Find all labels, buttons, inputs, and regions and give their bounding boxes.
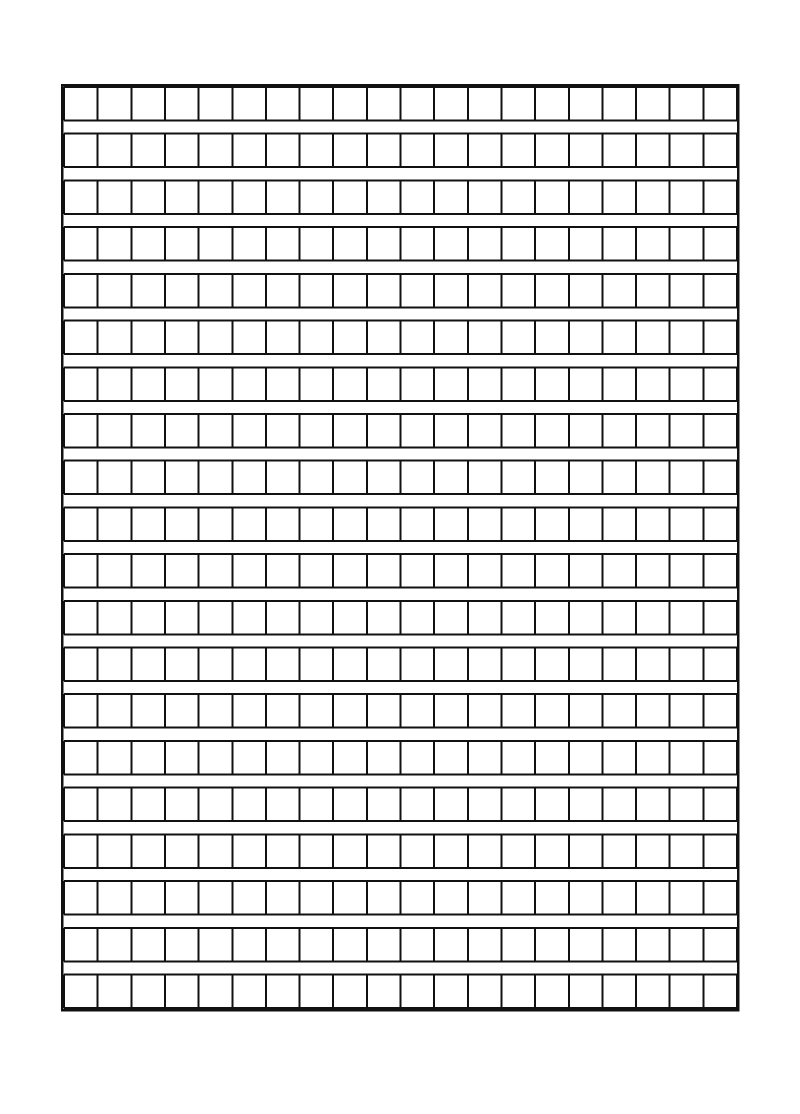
outer-border xyxy=(60,83,740,1012)
